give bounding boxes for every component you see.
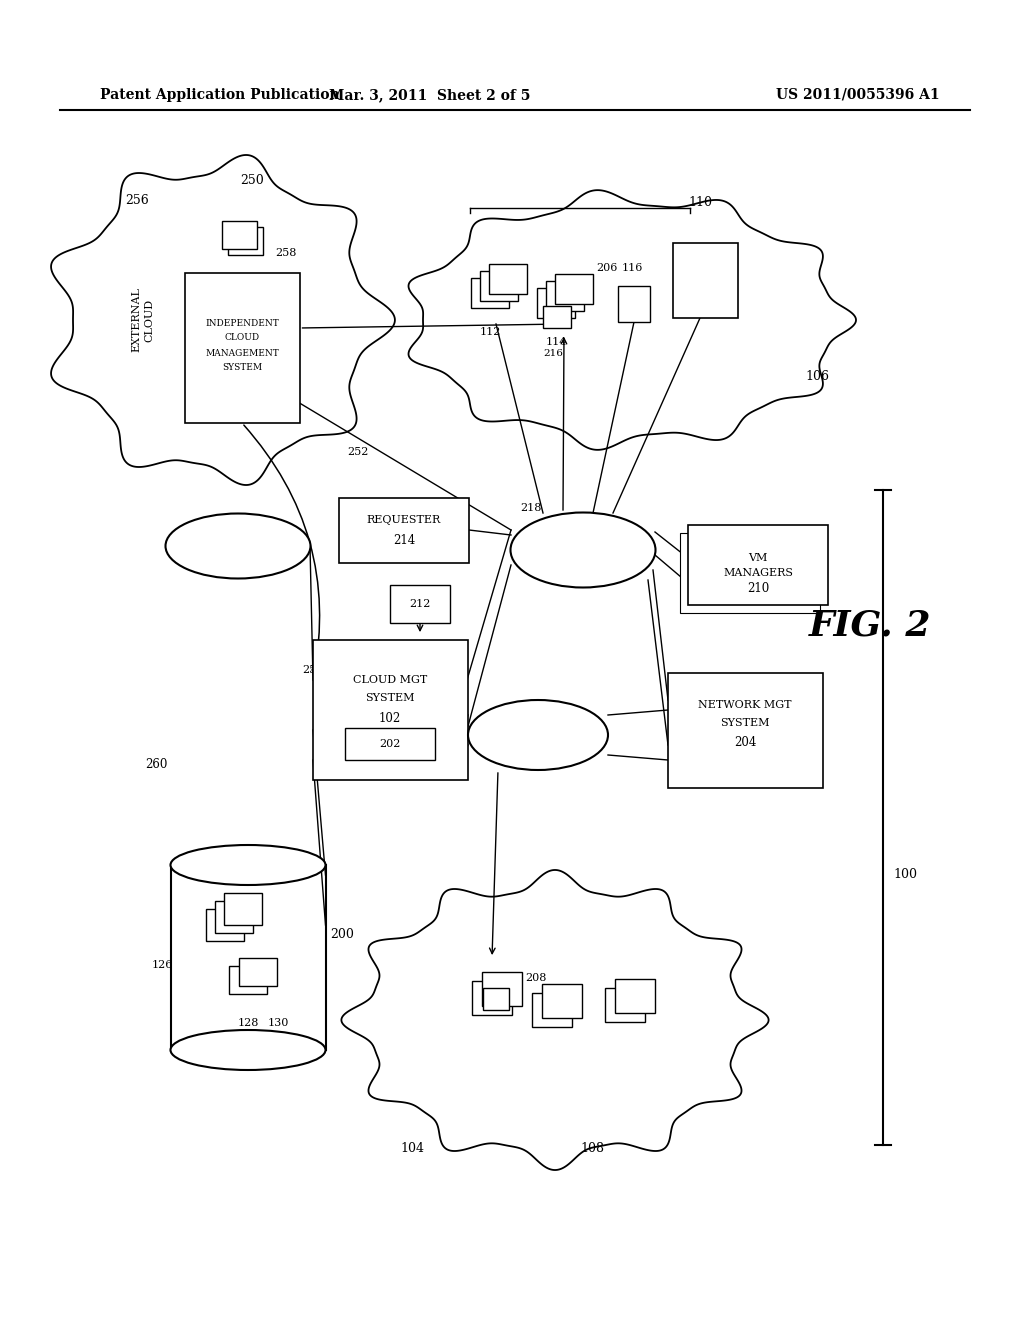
FancyBboxPatch shape <box>228 227 263 255</box>
FancyBboxPatch shape <box>605 987 645 1022</box>
Ellipse shape <box>468 700 608 770</box>
Text: 208: 208 <box>525 973 547 983</box>
Text: 122: 122 <box>572 554 594 565</box>
FancyBboxPatch shape <box>673 243 738 318</box>
Text: NETWORK: NETWORK <box>207 535 269 545</box>
FancyBboxPatch shape <box>482 972 522 1006</box>
FancyBboxPatch shape <box>472 981 512 1015</box>
Text: SYSTEM: SYSTEM <box>720 718 770 729</box>
Text: 110: 110 <box>688 195 712 209</box>
FancyBboxPatch shape <box>206 909 244 941</box>
Text: MANAGERS: MANAGERS <box>723 568 793 578</box>
FancyBboxPatch shape <box>312 640 468 780</box>
Text: Mar. 3, 2011  Sheet 2 of 5: Mar. 3, 2011 Sheet 2 of 5 <box>330 88 530 102</box>
Text: 124: 124 <box>232 975 253 985</box>
Text: NETWORK: NETWORK <box>552 535 614 545</box>
Text: 128: 128 <box>238 1018 259 1028</box>
FancyBboxPatch shape <box>390 585 450 623</box>
Text: VM: VM <box>749 553 768 564</box>
FancyBboxPatch shape <box>542 983 582 1018</box>
FancyBboxPatch shape <box>532 993 572 1027</box>
Text: 210: 210 <box>746 582 769 594</box>
Text: 218: 218 <box>520 503 542 513</box>
FancyBboxPatch shape <box>680 533 820 612</box>
Text: INDEPENDENT: INDEPENDENT <box>205 318 279 327</box>
Text: 204: 204 <box>734 735 756 748</box>
Ellipse shape <box>166 513 310 578</box>
Text: 260: 260 <box>145 759 167 771</box>
Text: 116: 116 <box>622 263 643 273</box>
Polygon shape <box>341 870 769 1170</box>
Ellipse shape <box>511 512 655 587</box>
FancyBboxPatch shape <box>615 979 655 1012</box>
FancyBboxPatch shape <box>184 273 299 422</box>
Text: 202: 202 <box>379 739 400 748</box>
Text: SYSTEM: SYSTEM <box>222 363 262 372</box>
Ellipse shape <box>171 845 326 884</box>
Text: CLOUD MGT: CLOUD MGT <box>353 675 427 685</box>
Text: REQUESTER: REQUESTER <box>367 515 441 525</box>
FancyBboxPatch shape <box>229 966 267 994</box>
Text: NETWORK: NETWORK <box>507 719 569 730</box>
Text: 108: 108 <box>580 1142 604 1155</box>
Text: 212: 212 <box>410 599 431 609</box>
FancyBboxPatch shape <box>239 958 278 986</box>
Text: 130: 130 <box>268 1018 290 1028</box>
Text: CLOUD: CLOUD <box>224 334 259 342</box>
Text: 206: 206 <box>596 263 617 273</box>
Text: 126: 126 <box>152 960 173 970</box>
Text: 100: 100 <box>893 869 918 882</box>
FancyBboxPatch shape <box>345 729 435 760</box>
FancyBboxPatch shape <box>543 306 571 327</box>
Text: 106: 106 <box>805 370 829 383</box>
FancyBboxPatch shape <box>339 498 469 562</box>
Text: NETWORK MGT: NETWORK MGT <box>698 700 792 710</box>
Text: 252: 252 <box>347 447 369 457</box>
FancyBboxPatch shape <box>688 525 828 605</box>
FancyBboxPatch shape <box>483 987 509 1010</box>
Text: 216: 216 <box>543 348 563 358</box>
Text: US 2011/0055396 A1: US 2011/0055396 A1 <box>776 88 940 102</box>
Text: 254: 254 <box>302 665 324 675</box>
FancyBboxPatch shape <box>618 286 650 322</box>
Text: EXTERNAL
CLOUD: EXTERNAL CLOUD <box>131 288 155 352</box>
FancyBboxPatch shape <box>471 279 509 308</box>
FancyBboxPatch shape <box>224 894 262 925</box>
Text: 214: 214 <box>393 533 415 546</box>
FancyBboxPatch shape <box>546 281 584 312</box>
Text: MANAGEMENT: MANAGEMENT <box>205 348 279 358</box>
Text: 104: 104 <box>400 1142 424 1155</box>
Text: 112: 112 <box>480 327 502 337</box>
Text: 200: 200 <box>330 928 354 941</box>
Text: SYSTEM: SYSTEM <box>366 693 415 704</box>
Text: 114: 114 <box>546 337 567 347</box>
Text: 120: 120 <box>527 741 549 750</box>
Text: 102: 102 <box>379 711 401 725</box>
Polygon shape <box>51 154 395 484</box>
FancyBboxPatch shape <box>222 220 257 249</box>
FancyBboxPatch shape <box>668 672 822 788</box>
FancyBboxPatch shape <box>537 288 575 318</box>
FancyBboxPatch shape <box>555 275 593 304</box>
Text: FIG. 2: FIG. 2 <box>809 609 931 642</box>
Text: 118: 118 <box>693 255 715 265</box>
FancyBboxPatch shape <box>489 264 527 294</box>
Text: Patent Application Publication: Patent Application Publication <box>100 88 340 102</box>
Text: 250: 250 <box>240 173 264 186</box>
FancyBboxPatch shape <box>480 271 518 301</box>
FancyBboxPatch shape <box>215 902 253 933</box>
Ellipse shape <box>171 1030 326 1071</box>
Polygon shape <box>409 190 856 450</box>
Text: 256: 256 <box>125 194 148 206</box>
Text: 258: 258 <box>275 248 296 257</box>
